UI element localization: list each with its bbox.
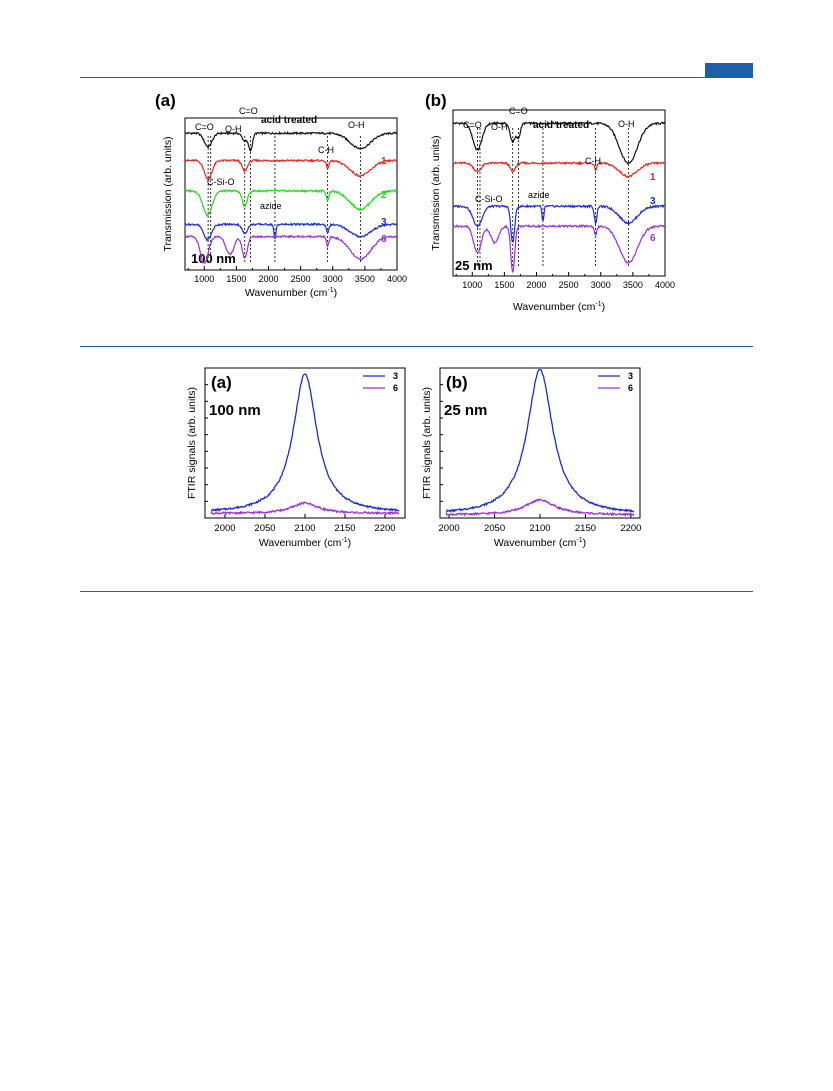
series-label-acid: acid treated <box>261 115 317 126</box>
x-tick-label: 4000 <box>655 280 675 290</box>
size-label: 25 nm <box>444 402 487 419</box>
x-tick-label: 2200 <box>374 523 395 534</box>
peak-label-co: C=O <box>195 122 214 132</box>
x-tick-label: 3500 <box>355 274 375 284</box>
legend-label-6: 6 <box>393 383 398 393</box>
x-tick-label: 2100 <box>529 523 550 534</box>
series-label-3: 3 <box>650 196 656 207</box>
peak-label-oh: O-H <box>491 122 508 132</box>
series-line-6 <box>184 234 398 265</box>
y-axis-label: Transmission (arb. units) <box>162 136 174 251</box>
series-line-3 <box>211 373 400 513</box>
peak-label-csio: C-Si-O <box>475 194 503 204</box>
plot-frame <box>452 109 666 277</box>
series-line-acid-treated <box>184 130 398 152</box>
ftir-full-chart-25nm: (b) 25 nm 1000 1500 2000 2500 3000 3500 4000 T… <box>425 91 675 313</box>
plot-frame <box>204 367 406 519</box>
legend-label-6: 6 <box>628 383 633 393</box>
series-line-3 <box>452 203 666 243</box>
peak-label-co-2: C=O <box>509 106 528 116</box>
peak-label-co-2: C=O <box>239 106 258 116</box>
series-line-3 <box>445 368 635 514</box>
header-tab <box>705 63 753 77</box>
peak-label-oh: O-H <box>225 124 242 134</box>
x-tick-label: 2100 <box>294 523 315 534</box>
legend-label-3: 3 <box>628 371 633 381</box>
series-label-1: 1 <box>650 172 656 183</box>
panel-letter: (a) <box>211 373 232 392</box>
series-label-acid: acid treated <box>533 120 589 131</box>
x-tick-label: 2500 <box>559 280 579 290</box>
x-axis-label: Wavenumber (cm-1) <box>259 537 351 549</box>
size-label: 25 nm <box>455 258 493 273</box>
series-label-1: 1 <box>381 156 387 167</box>
x-tick-label: 2150 <box>334 523 355 534</box>
peak-label-csio: C-Si-O <box>207 177 235 187</box>
ftir-full-chart-100nm: (a) 100 nm 1000 1500 2000 2500 3000 3500 4000 … <box>155 91 407 299</box>
series-line-3 <box>184 222 398 243</box>
x-tick-label: 2050 <box>484 523 505 534</box>
y-axis-label: Transmission (arb. units) <box>430 135 442 250</box>
series-line-acid-treated <box>452 120 666 165</box>
top-rule <box>80 77 753 78</box>
series-label-6: 6 <box>650 233 656 244</box>
x-tick-label: 2150 <box>575 523 596 534</box>
peak-label-oh-2: O-H <box>348 120 365 130</box>
azide-peak-chart-25nm: (b) 25 nm 2000 2050 2100 2150 2200 3 6 FTIR si… <box>421 367 641 549</box>
x-tick-label: 1000 <box>462 280 482 290</box>
series-line-6 <box>210 501 400 516</box>
x-axis-label: Wavenumber (cm-1) <box>494 537 586 549</box>
x-tick-label: 1500 <box>226 274 246 284</box>
x-tick-label: 1000 <box>194 274 214 284</box>
x-tick-label: 2000 <box>439 523 460 534</box>
bottom-rule <box>80 591 753 592</box>
panel-letter: (b) <box>446 373 468 392</box>
peak-label-azide: azide <box>260 201 282 211</box>
series-line-6 <box>452 223 666 274</box>
x-tick-label: 2000 <box>214 523 235 534</box>
peak-label-ch: C-H <box>318 145 334 155</box>
y-axis-label: FTIR signals (arb. units) <box>421 387 433 499</box>
plot-frame <box>184 117 398 271</box>
x-tick-label: 2000 <box>258 274 278 284</box>
series-label-6: 6 <box>381 234 387 245</box>
x-tick-label: 2000 <box>526 280 546 290</box>
y-axis-label: FTIR signals (arb. units) <box>186 387 198 499</box>
x-tick-label: 2500 <box>291 274 311 284</box>
panel-letter: (a) <box>155 91 176 110</box>
peak-label-ch: C-H <box>585 156 601 166</box>
peak-label-oh-2: O-H <box>618 119 635 129</box>
size-label: 100 nm <box>209 402 261 419</box>
series-label-2: 2 <box>381 190 387 201</box>
panel-letter: (b) <box>425 91 447 110</box>
x-tick-label: 1500 <box>494 280 514 290</box>
plot-frame <box>439 367 641 519</box>
x-tick-label: 4000 <box>387 274 407 284</box>
peak-label-azide: azide <box>528 190 550 200</box>
series-label-3: 3 <box>381 217 387 228</box>
x-axis-label: Wavenumber (cm-1) <box>245 287 337 299</box>
azide-peak-chart-100nm: (a) 100 nm 2000 2050 2100 2150 2200 3 6 FTIR s… <box>186 367 406 549</box>
x-tick-label: 2050 <box>254 523 275 534</box>
series-line-1 <box>184 158 398 181</box>
x-axis-label: Wavenumber (cm-1) <box>513 301 605 313</box>
middle-rule <box>80 346 753 347</box>
peak-label-co: C=O <box>463 120 482 130</box>
x-tick-label: 3500 <box>623 280 643 290</box>
legend-label-3: 3 <box>393 371 398 381</box>
x-tick-label: 3000 <box>591 280 611 290</box>
series-line-6 <box>445 498 635 517</box>
x-tick-label: 2200 <box>620 523 641 534</box>
series-line-2 <box>184 188 398 217</box>
x-tick-label: 3000 <box>323 274 343 284</box>
series-line-1 <box>452 160 666 178</box>
